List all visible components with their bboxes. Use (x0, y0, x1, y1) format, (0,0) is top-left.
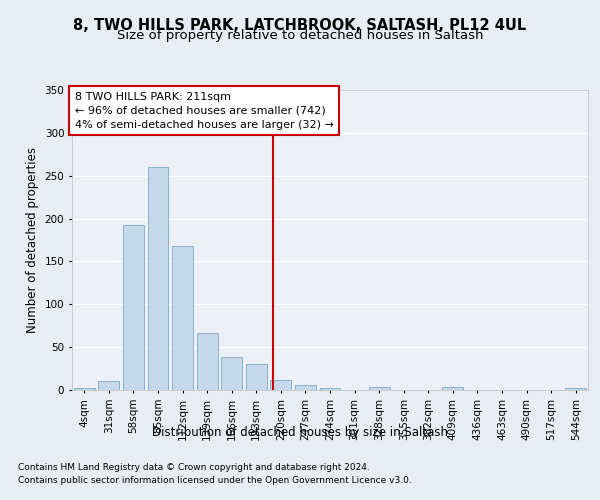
Text: Contains public sector information licensed under the Open Government Licence v3: Contains public sector information licen… (18, 476, 412, 485)
Bar (368, 388, 389, 390)
Bar (565, 388, 586, 390)
Bar (221, 358, 242, 390)
Text: Distribution of detached houses by size in Saltash: Distribution of detached houses by size … (152, 426, 448, 439)
Bar (74, 388, 95, 390)
Bar (197, 334, 218, 390)
Bar (148, 167, 169, 390)
Text: 8, TWO HILLS PARK, LATCHBROOK, SALTASH, PL12 4UL: 8, TWO HILLS PARK, LATCHBROOK, SALTASH, … (73, 18, 527, 32)
Text: Contains HM Land Registry data © Crown copyright and database right 2024.: Contains HM Land Registry data © Crown c… (18, 464, 370, 472)
Bar (98, 382, 119, 390)
Bar (320, 388, 340, 390)
Y-axis label: Number of detached properties: Number of detached properties (26, 147, 39, 333)
Bar (271, 380, 292, 390)
Bar (123, 226, 144, 390)
Bar (442, 388, 463, 390)
Text: Size of property relative to detached houses in Saltash: Size of property relative to detached ho… (117, 28, 483, 42)
Bar (172, 246, 193, 390)
Bar (246, 364, 267, 390)
Bar (295, 385, 316, 390)
Text: 8 TWO HILLS PARK: 211sqm
← 96% of detached houses are smaller (742)
4% of semi-d: 8 TWO HILLS PARK: 211sqm ← 96% of detach… (74, 92, 334, 130)
